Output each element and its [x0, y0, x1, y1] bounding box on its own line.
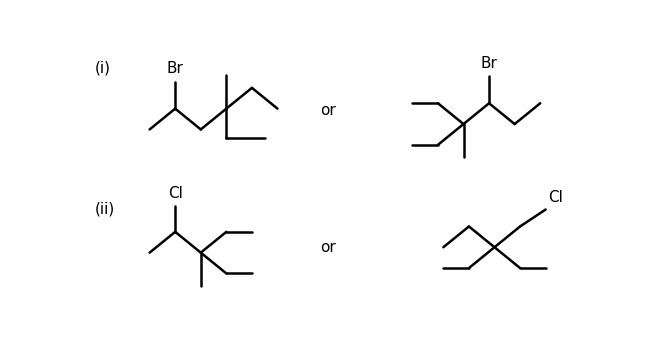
Text: (i): (i)	[94, 60, 111, 75]
Text: Br: Br	[167, 61, 184, 76]
Text: (ii): (ii)	[94, 201, 115, 216]
Text: or: or	[320, 103, 336, 118]
Text: Cl: Cl	[548, 190, 563, 205]
Text: Br: Br	[480, 56, 498, 71]
Text: or: or	[320, 240, 336, 255]
Text: Cl: Cl	[168, 186, 183, 201]
